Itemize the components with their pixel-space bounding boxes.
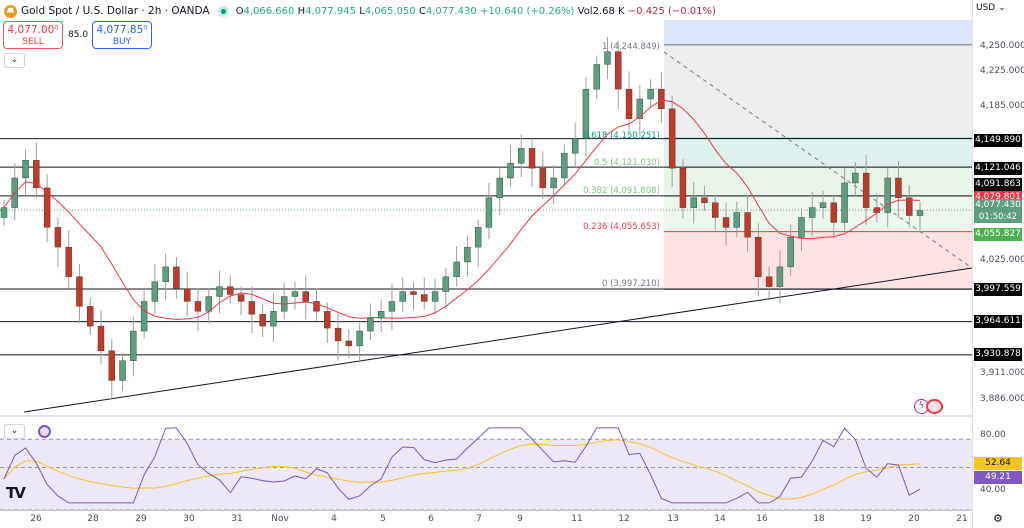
time-label: 4 bbox=[331, 514, 337, 524]
sell-label: SELL bbox=[22, 37, 44, 47]
price-tick: 4,225.000 bbox=[980, 66, 1024, 76]
us-flag-icon[interactable] bbox=[926, 399, 943, 414]
fib-label: 0.236 (4,055.653) bbox=[583, 222, 660, 232]
gold-logo-icon bbox=[4, 4, 17, 18]
time-label: 11 bbox=[571, 514, 583, 524]
chevron-down-icon: ⌄ bbox=[998, 3, 1006, 13]
price-change: +10.640 (+0.26%) bbox=[479, 5, 575, 17]
time-label: 21 bbox=[956, 514, 968, 524]
time-label: 16 bbox=[756, 514, 768, 524]
buy-label: BUY bbox=[112, 37, 132, 47]
price-level-tag: 3,964.611 bbox=[974, 315, 1022, 328]
time-label: 18 bbox=[813, 514, 825, 524]
sell-price: 4,077.00⁰ bbox=[7, 24, 59, 36]
chevron-down-icon: ⌄ bbox=[10, 426, 19, 436]
price-level-tag: 3,997.559 bbox=[974, 283, 1022, 296]
chevron-down-icon: ⌄ bbox=[10, 55, 19, 65]
economic-events[interactable]: ϟ bbox=[914, 399, 943, 414]
last-price-tag: 4,077.430 01:50:42 bbox=[974, 199, 1022, 223]
time-label: 30 bbox=[183, 514, 195, 524]
price-level-tag: 4,055.827 bbox=[974, 228, 1022, 241]
time-label: 9 bbox=[517, 514, 523, 524]
time-label: 12 bbox=[618, 514, 630, 524]
spread-value: 85.0 bbox=[68, 30, 89, 40]
collapse-legend-button[interactable]: ⌄ bbox=[4, 53, 25, 68]
fib-label: 0.5 (4,121.030) bbox=[593, 158, 660, 168]
rsi-value-tag: 49.21 bbox=[974, 471, 1022, 484]
fib-label: 1 (4,244.849) bbox=[601, 42, 660, 52]
fib-label: 0.382 (4,091.808) bbox=[583, 186, 660, 196]
price-tick: 4,025.000 bbox=[980, 255, 1024, 265]
symbol-header: Gold Spot / U.S. Dollar · 2h · OANDA O4,… bbox=[4, 3, 716, 19]
rsi-tick-40: 40.00 bbox=[980, 485, 1006, 495]
gear-icon[interactable]: ⚙ bbox=[993, 512, 1003, 525]
time-label: 6 bbox=[428, 514, 434, 524]
fib-label: 0.618 (4,150.251) bbox=[583, 131, 660, 141]
rsi-tick-80: 80.00 bbox=[980, 430, 1006, 440]
volume: 2.68 K bbox=[592, 5, 625, 17]
time-label: 14 bbox=[714, 514, 726, 524]
time-label: 29 bbox=[135, 514, 147, 524]
price-level-tag: 4,149.890 bbox=[974, 134, 1022, 147]
price-tick: 4,250.000 bbox=[980, 41, 1024, 51]
price-level-tag: 3,930.878 bbox=[974, 348, 1022, 361]
time-label: 7 bbox=[476, 514, 482, 524]
market-open-icon bbox=[217, 5, 229, 17]
currency-selector[interactable]: USD ⌄ bbox=[976, 3, 1006, 13]
ohlc-values: O4,066.660 H4,077.945 L4,065.050 C4,077.… bbox=[235, 5, 716, 17]
symbol-title[interactable]: Gold Spot / U.S. Dollar · 2h · OANDA bbox=[21, 5, 210, 17]
sell-button[interactable]: 4,077.00⁰ SELL bbox=[3, 21, 63, 49]
time-label: 5 bbox=[380, 514, 386, 524]
time-label: 19 bbox=[860, 514, 872, 524]
buy-price: 4,077.85⁰ bbox=[96, 24, 148, 36]
time-label: Nov bbox=[271, 514, 289, 524]
time-label: 20 bbox=[908, 514, 920, 524]
buy-button[interactable]: 4,077.85⁰ BUY bbox=[92, 21, 152, 49]
price-axis[interactable] bbox=[972, 0, 1024, 528]
time-label: 26 bbox=[30, 514, 42, 524]
price-level-tag: 4,121.046 bbox=[974, 162, 1022, 175]
time-label: 31 bbox=[231, 514, 243, 524]
volume-change: −0.425 (−0.01%) bbox=[627, 5, 716, 17]
price-level-tag: 4,091.863 bbox=[974, 178, 1022, 191]
time-label: 13 bbox=[667, 514, 679, 524]
time-label: 28 bbox=[87, 514, 99, 524]
price-tick: 4,185.000 bbox=[980, 101, 1024, 111]
tradingview-logo[interactable]: TV bbox=[6, 484, 26, 502]
fib-label: 0 (3,997.210) bbox=[601, 279, 660, 289]
price-tick: 3,886.000 bbox=[980, 394, 1024, 404]
refresh-icon[interactable] bbox=[38, 425, 51, 438]
rsi-ma-tag: 52.64 bbox=[974, 457, 1022, 470]
price-tick: 3,911.000 bbox=[980, 368, 1024, 378]
rsi-collapse-button[interactable]: ⌄ bbox=[4, 424, 25, 439]
